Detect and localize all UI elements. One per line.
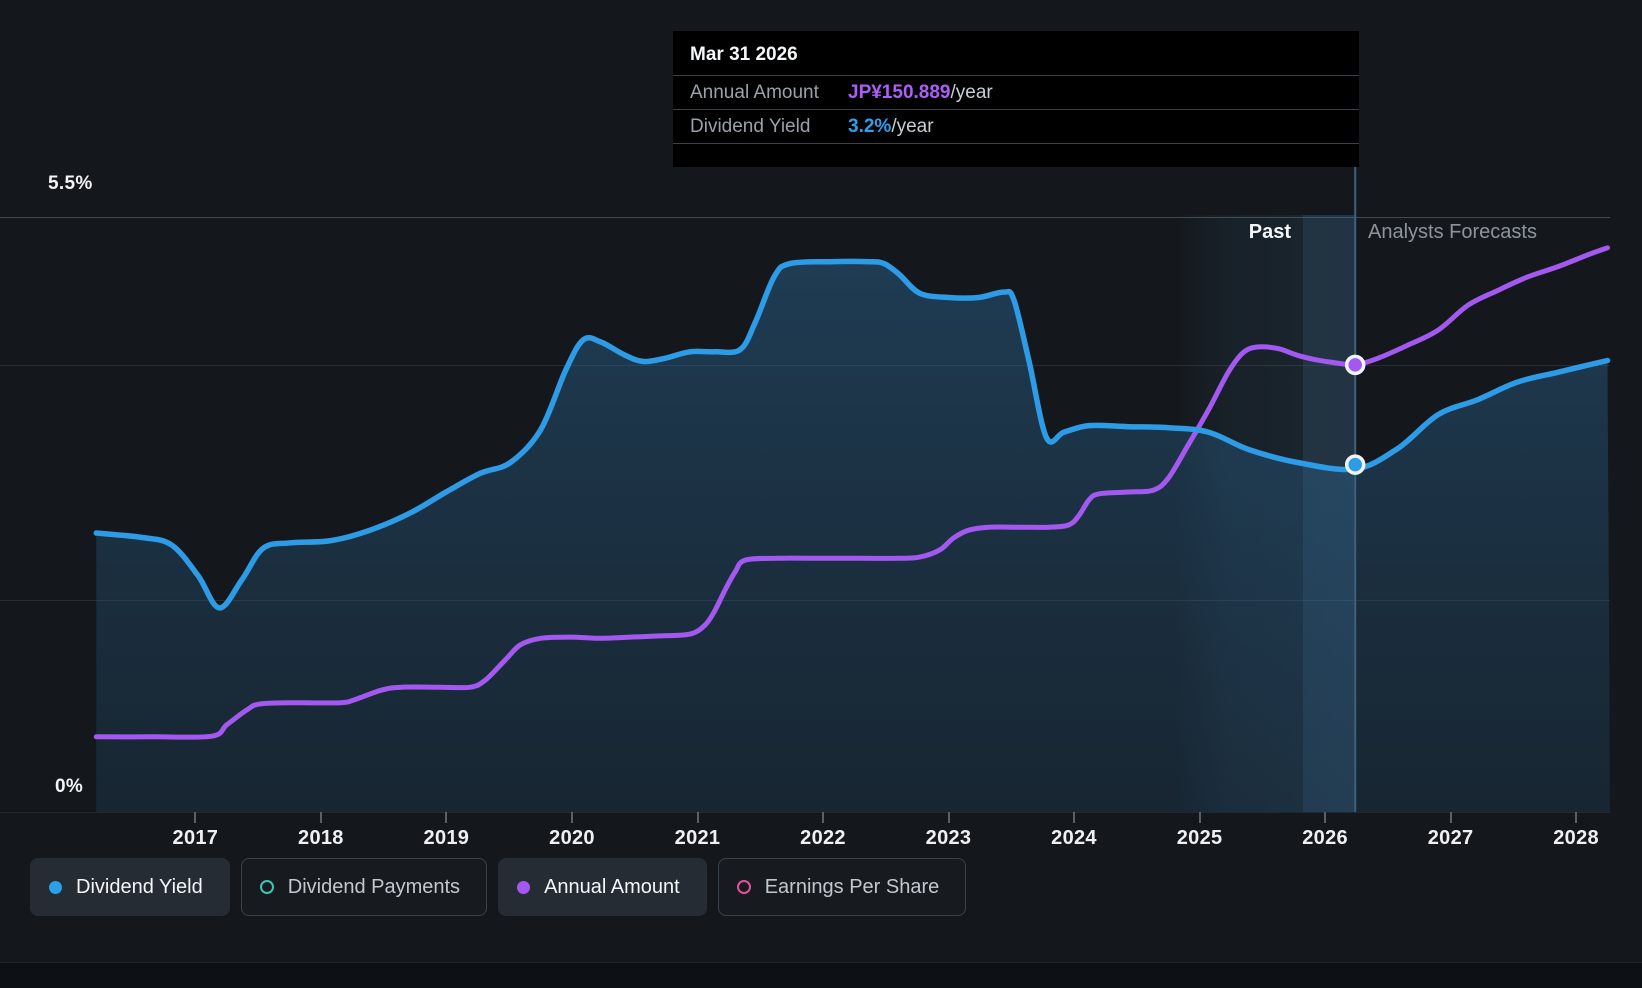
tooltip-label: Dividend Yield (690, 115, 811, 137)
gridline-bottom (0, 812, 1610, 813)
tooltip-value-suffix: /year (891, 115, 934, 137)
chart-tooltip: Mar 31 2026 Annual Amount JP¥150.889/yea… (673, 31, 1359, 167)
tooltip-date: Mar 31 2026 (690, 44, 798, 65)
tooltip-value: 3.2% (848, 115, 892, 137)
dividend-yield-marker[interactable] (1344, 454, 1366, 475)
legend-ring-icon (259, 880, 274, 894)
legend-item-label: Earnings Per Share (764, 875, 940, 898)
legend-item-dividend-payments[interactable]: Dividend Payments (240, 858, 488, 916)
annual-amount-marker[interactable] (1344, 354, 1366, 376)
legend-dot-icon (517, 880, 531, 894)
y-axis-label-min: 0% (55, 776, 84, 797)
past-label: Past (1248, 221, 1291, 243)
gridline-top (0, 217, 1610, 218)
legend-item-label: Dividend Payments (287, 875, 461, 898)
dividend-yield-line (93, 258, 1611, 611)
dividend-yield-area (96, 261, 1610, 812)
legend: Dividend Yield Dividend Payments Annual Am… (30, 858, 967, 916)
legend-item-label: Dividend Yield (76, 875, 203, 898)
tooltip-label: Annual Amount (690, 81, 819, 103)
tooltip-value: JP¥150.889 (848, 81, 951, 103)
legend-item-label: Annual Amount (544, 875, 680, 898)
bottom-divider (0, 962, 1642, 988)
legend-dot-icon (49, 880, 62, 894)
tooltip-row-dividend-yield: Dividend Yield 3.2%/year (673, 109, 1359, 143)
forecasts-label: Analysts Forecasts (1368, 221, 1537, 243)
legend-item-dividend-yield[interactable]: Dividend Yield (30, 858, 230, 916)
annual-amount-line (93, 245, 1610, 740)
legend-item-earnings-per-share[interactable]: Earnings Per Share (717, 858, 967, 916)
legend-ring-icon (736, 880, 751, 894)
y-axis-label-max: 5.5% (48, 173, 93, 194)
tooltip-value-suffix: /year (950, 81, 993, 103)
tooltip-row-annual-amount: Annual Amount JP¥150.889/year (673, 76, 1359, 109)
legend-item-annual-amount[interactable]: Annual Amount (498, 858, 707, 916)
